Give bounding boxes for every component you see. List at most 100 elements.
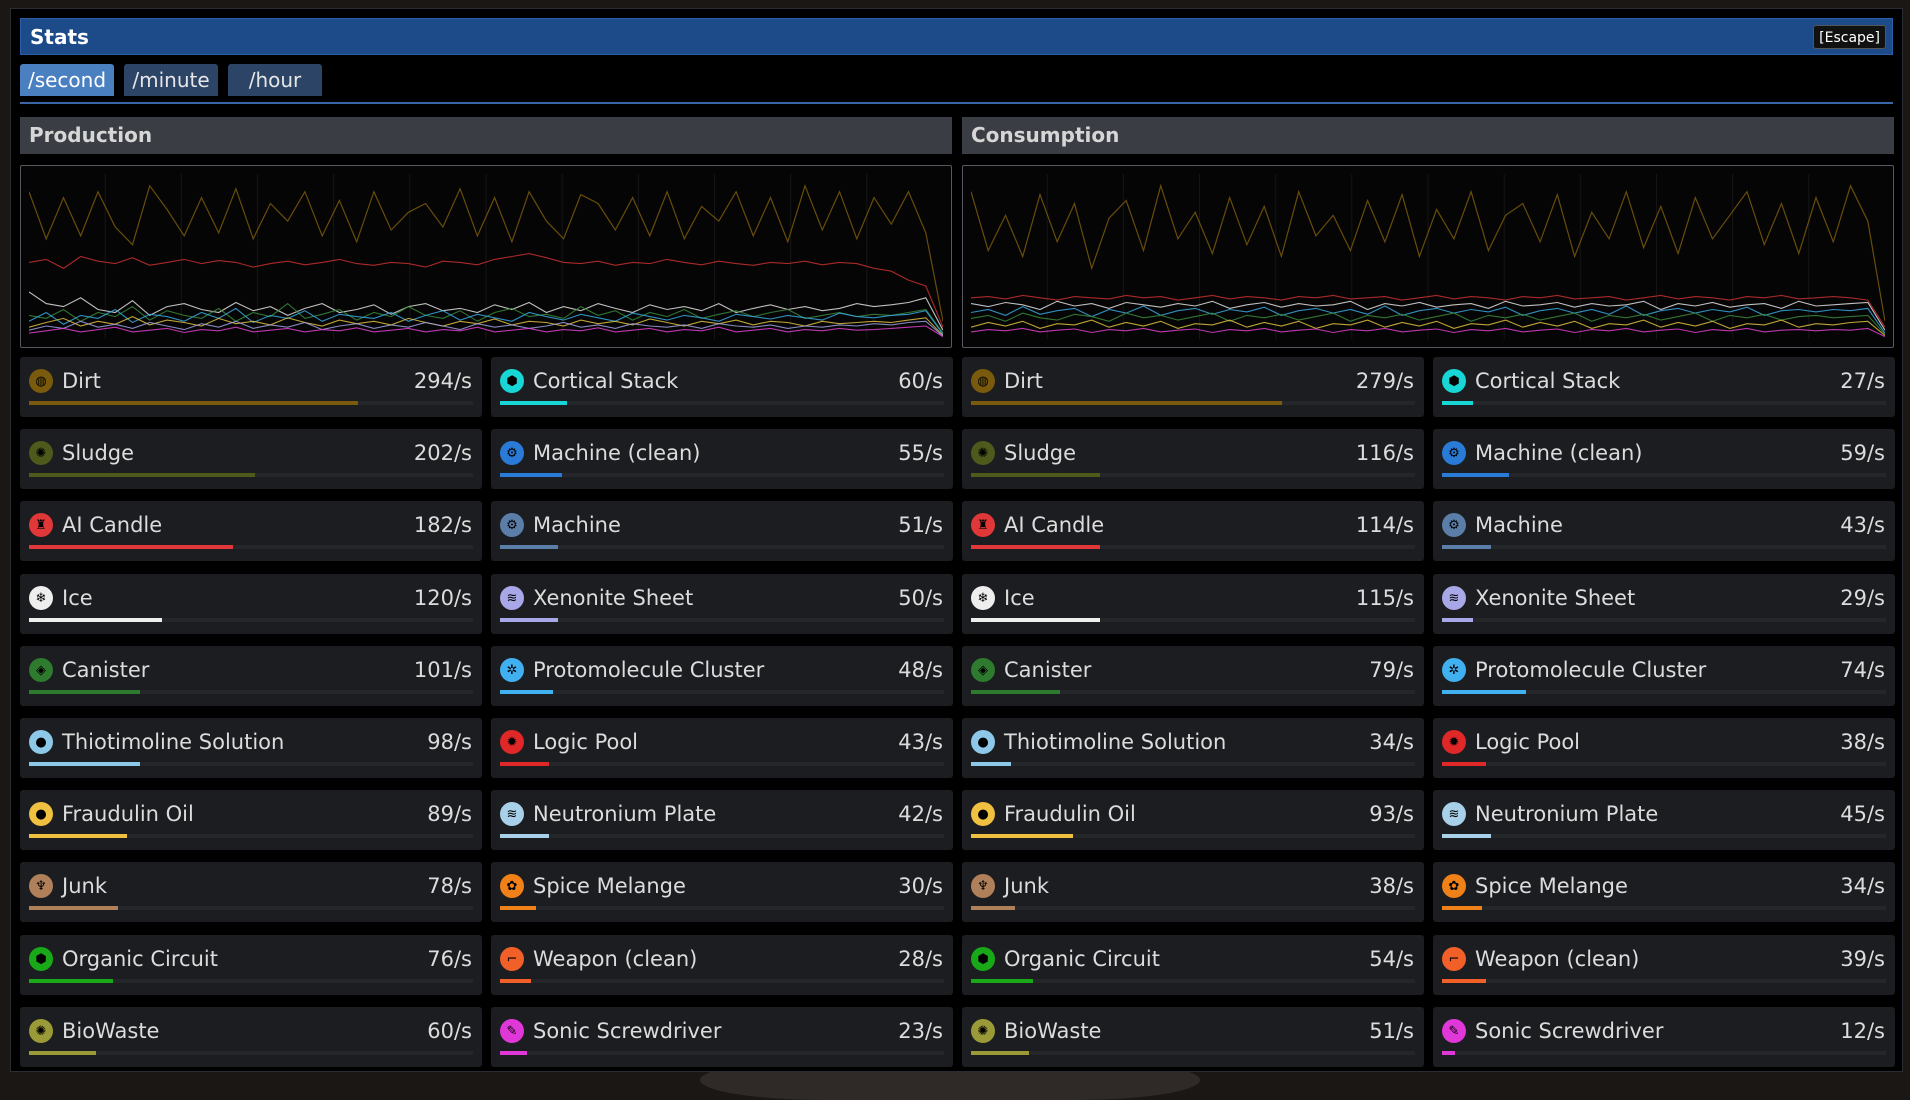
production-row[interactable]: ✿ Spice Melange 30/s: [491, 862, 953, 922]
consumption-rate-bar: [971, 834, 1415, 838]
production-row[interactable]: ● Fraudulin Oil 89/s: [20, 790, 482, 850]
tab-per-hour[interactable]: /hour: [228, 64, 322, 96]
production-item-name: BioWaste: [62, 1019, 160, 1043]
production-row[interactable]: ⚙ Machine (clean) 55/s: [491, 429, 953, 489]
consumption-item-rate: 45/s: [1840, 802, 1885, 826]
consumption-chart-series-line: [971, 319, 1885, 336]
thiotimoline-solution-icon: ●: [29, 730, 53, 754]
production-rate-bar-fill: [500, 401, 567, 405]
production-row[interactable]: ♆ Junk 78/s: [20, 862, 482, 922]
consumption-rate-bar-fill: [971, 545, 1100, 549]
production-row[interactable]: ❄ Ice 120/s: [20, 574, 482, 634]
production-row[interactable]: ≋ Xenonite Sheet 50/s: [491, 574, 953, 634]
consumption-item-rate: 34/s: [1840, 874, 1885, 898]
consumption-row[interactable]: ⬢ Organic Circuit 54/s: [962, 935, 1424, 995]
consumption-row[interactable]: ◍ Dirt 279/s: [962, 357, 1424, 417]
consumption-item-rate: 116/s: [1355, 441, 1414, 465]
production-rate-bar: [500, 1051, 944, 1055]
consumption-item-name: Canister: [1004, 658, 1092, 682]
consumption-row[interactable]: ⬢ Cortical Stack 27/s: [1433, 357, 1895, 417]
production-row[interactable]: ⚙ Machine 51/s: [491, 501, 953, 561]
consumption-item-name: Weapon (clean): [1475, 947, 1640, 971]
machine-clean-icon: ⚙: [500, 441, 524, 465]
production-item-rate: 43/s: [898, 730, 943, 754]
consumption-rate-bar: [971, 906, 1415, 910]
consumption-row[interactable]: ⌐ Weapon (clean) 39/s: [1433, 935, 1895, 995]
production-item-name: Machine (clean): [533, 441, 701, 465]
consumption-item-name: Logic Pool: [1475, 730, 1581, 754]
production-row[interactable]: ✲ Protomolecule Cluster 48/s: [491, 646, 953, 706]
production-rate-bar: [29, 401, 473, 405]
production-rate-bar: [500, 762, 944, 766]
consumption-rate-bar: [1442, 762, 1886, 766]
consumption-row[interactable]: ✿ Spice Melange 34/s: [1433, 862, 1895, 922]
consumption-item-rate: 115/s: [1355, 586, 1414, 610]
production-row[interactable]: ◍ Dirt 294/s: [20, 357, 482, 417]
production-row[interactable]: ♜ AI Candle 182/s: [20, 501, 482, 561]
consumption-rate-bar: [1442, 979, 1886, 983]
production-chart-series-line: [29, 253, 943, 328]
sonic-screwdriver-icon: ✎: [1442, 1019, 1466, 1043]
consumption-rate-bar: [1442, 1051, 1886, 1055]
consumption-item-name: Dirt: [1004, 369, 1043, 393]
production-item-rate: 182/s: [413, 513, 472, 537]
consumption-item-name: Ice: [1004, 586, 1035, 610]
production-row[interactable]: ≋ Neutronium Plate 42/s: [491, 790, 953, 850]
consumption-item-name: Spice Melange: [1475, 874, 1628, 898]
tab-per-minute[interactable]: /minute: [124, 64, 218, 96]
production-rate-bar: [29, 690, 473, 694]
production-rate-bar: [29, 762, 473, 766]
production-row[interactable]: ⬢ Organic Circuit 76/s: [20, 935, 482, 995]
production-rate-bar-fill: [500, 473, 563, 477]
consumption-rate-bar: [971, 762, 1415, 766]
production-chart-series-line: [29, 307, 943, 335]
production-row[interactable]: ⌐ Weapon (clean) 28/s: [491, 935, 953, 995]
production-chart-series-line: [29, 183, 943, 322]
production-rate-bar-fill: [29, 906, 118, 910]
consumption-rate-bar-fill: [971, 401, 1282, 405]
consumption-row[interactable]: ● Thiotimoline Solution 34/s: [962, 718, 1424, 778]
consumption-row[interactable]: ● Fraudulin Oil 93/s: [962, 790, 1424, 850]
consumption-rate-bar: [971, 473, 1415, 477]
consumption-row[interactable]: ♆ Junk 38/s: [962, 862, 1424, 922]
production-rate-bar: [29, 618, 473, 622]
consumption-row[interactable]: ◈ Canister 79/s: [962, 646, 1424, 706]
production-rate-bar-fill: [500, 1051, 527, 1055]
production-row[interactable]: ✺ BioWaste 60/s: [20, 1007, 482, 1067]
production-chart-series-line: [29, 315, 943, 336]
production-row[interactable]: ◈ Canister 101/s: [20, 646, 482, 706]
production-row[interactable]: ✺ Sludge 202/s: [20, 429, 482, 489]
production-rate-bar: [500, 618, 944, 622]
xenonite-sheet-icon: ≋: [500, 586, 524, 610]
production-rate-bar: [29, 1051, 473, 1055]
consumption-row[interactable]: ✲ Protomolecule Cluster 74/s: [1433, 646, 1895, 706]
consumption-row[interactable]: ⚙ Machine 43/s: [1433, 501, 1895, 561]
consumption-row[interactable]: ≋ Neutronium Plate 45/s: [1433, 790, 1895, 850]
consumption-item-name: Machine: [1475, 513, 1563, 537]
consumption-item-rate: 12/s: [1840, 1019, 1885, 1043]
consumption-row[interactable]: ❄ Ice 115/s: [962, 574, 1424, 634]
production-item-name: Ice: [62, 586, 93, 610]
consumption-row[interactable]: ♜ AI Candle 114/s: [962, 501, 1424, 561]
consumption-row[interactable]: ✎ Sonic Screwdriver 12/s: [1433, 1007, 1895, 1067]
consumption-row[interactable]: ✺ Sludge 116/s: [962, 429, 1424, 489]
production-row[interactable]: ● Thiotimoline Solution 98/s: [20, 718, 482, 778]
consumption-item-rate: 93/s: [1369, 802, 1414, 826]
consumption-item-rate: 27/s: [1840, 369, 1885, 393]
production-row[interactable]: ⬢ Cortical Stack 60/s: [491, 357, 953, 417]
production-rate-bar-fill: [29, 979, 114, 983]
consumption-row[interactable]: ✹ Logic Pool 38/s: [1433, 718, 1895, 778]
production-item-rate: 120/s: [413, 586, 472, 610]
production-item-name: Spice Melange: [533, 874, 686, 898]
production-row[interactable]: ✎ Sonic Screwdriver 23/s: [491, 1007, 953, 1067]
escape-button[interactable]: [Escape]: [1813, 25, 1886, 49]
consumption-row[interactable]: ≋ Xenonite Sheet 29/s: [1433, 574, 1895, 634]
production-chart-series-line: [29, 302, 943, 334]
tab-per-second[interactable]: /second: [20, 64, 114, 96]
sludge-icon: ✺: [971, 441, 995, 465]
production-row[interactable]: ✹ Logic Pool 43/s: [491, 718, 953, 778]
production-chart-series-line: [29, 325, 943, 338]
consumption-row[interactable]: ✺ BioWaste 51/s: [962, 1007, 1424, 1067]
consumption-row[interactable]: ⚙ Machine (clean) 59/s: [1433, 429, 1895, 489]
consumption-header: Consumption: [962, 117, 1894, 154]
